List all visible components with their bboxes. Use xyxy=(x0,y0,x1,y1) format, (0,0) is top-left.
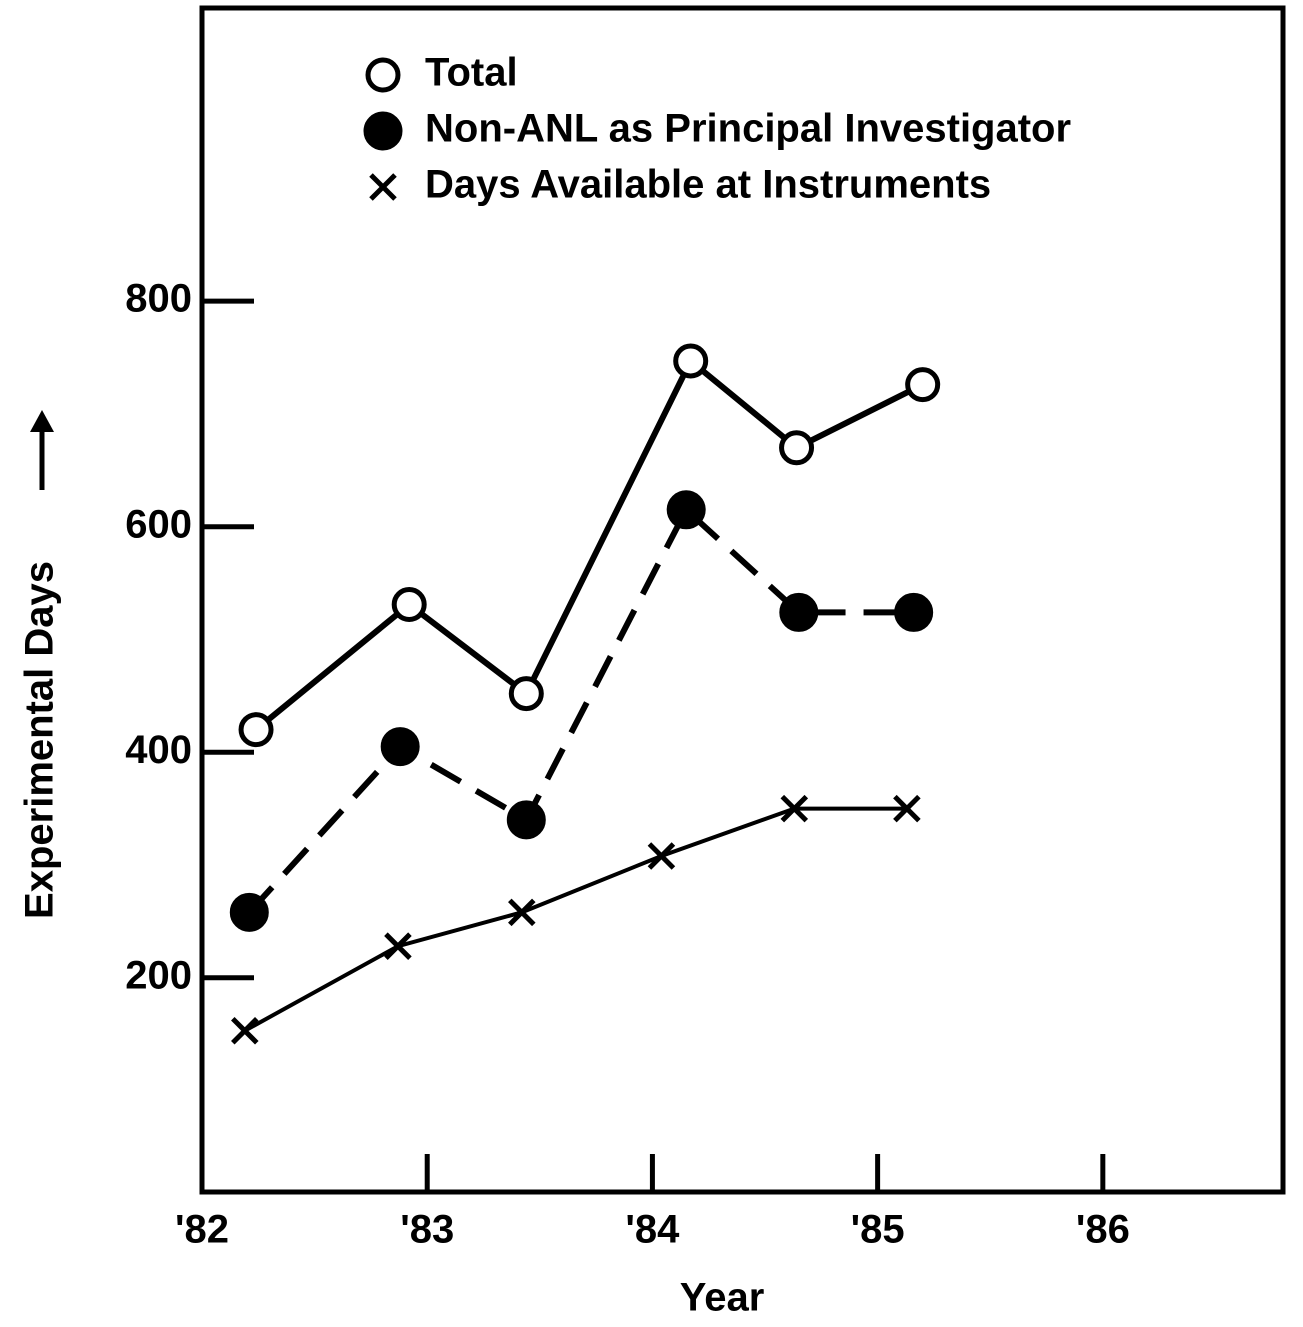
data-point xyxy=(647,842,676,870)
cross-stroke xyxy=(231,1016,259,1045)
y-tick-label: 600 xyxy=(125,502,192,546)
data-point xyxy=(779,592,819,632)
data-point xyxy=(666,490,706,530)
data-point xyxy=(894,592,934,632)
data-point xyxy=(673,343,709,379)
cross-stroke xyxy=(369,173,397,201)
data-point xyxy=(508,676,544,712)
cross-stroke xyxy=(780,794,809,823)
legend-label: Total xyxy=(425,51,518,95)
y-axis-arrow xyxy=(30,410,54,490)
cross-stroke xyxy=(647,842,676,870)
y-tick-label: 800 xyxy=(125,277,192,321)
data-point xyxy=(231,1016,259,1045)
y-tick-label: 400 xyxy=(125,728,192,772)
x-tick-label: '82 xyxy=(175,1208,229,1252)
x-tick-label: '85 xyxy=(851,1208,905,1252)
x-tick-label: '86 xyxy=(1076,1208,1130,1252)
data-point xyxy=(384,932,412,960)
data-point xyxy=(780,794,809,823)
x-tick-label: '83 xyxy=(400,1208,454,1252)
data-point xyxy=(380,727,420,767)
legend-marker xyxy=(369,173,397,201)
legend-marker xyxy=(365,57,401,93)
plot-frame xyxy=(199,5,1286,1195)
y-tick-label: 200 xyxy=(125,953,192,997)
legend-marker xyxy=(363,111,403,151)
data-point xyxy=(779,430,815,466)
data-point xyxy=(508,898,536,927)
data-point xyxy=(391,587,427,623)
cross-stroke xyxy=(508,898,536,927)
series-line xyxy=(247,504,914,915)
legend-label: Days Available at Instruments xyxy=(425,163,991,207)
data-point xyxy=(238,712,274,748)
legend-label: Non-ANL as Principal Investigator xyxy=(425,107,1071,151)
series-line xyxy=(254,356,925,732)
x-tick-label: '84 xyxy=(625,1208,680,1252)
y-axis-label: Experimental Days xyxy=(18,561,62,919)
data-point xyxy=(905,367,941,403)
cross-stroke xyxy=(893,794,921,823)
data-point xyxy=(506,800,546,840)
x-axis-label: Year xyxy=(680,1276,765,1320)
series-line xyxy=(243,806,907,1033)
data-point xyxy=(893,794,921,823)
cross-stroke xyxy=(384,932,412,960)
data-point xyxy=(229,892,269,932)
